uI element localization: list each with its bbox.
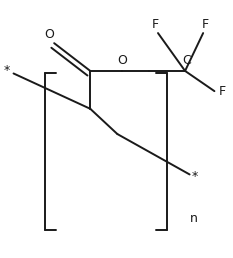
Text: F: F	[219, 85, 226, 98]
Text: n: n	[190, 212, 198, 225]
Text: F: F	[202, 18, 209, 30]
Text: O: O	[117, 54, 127, 67]
Text: F: F	[152, 18, 159, 30]
Text: O: O	[45, 28, 55, 41]
Text: C: C	[182, 54, 191, 67]
Text: *: *	[4, 64, 10, 77]
Text: *: *	[192, 171, 198, 183]
